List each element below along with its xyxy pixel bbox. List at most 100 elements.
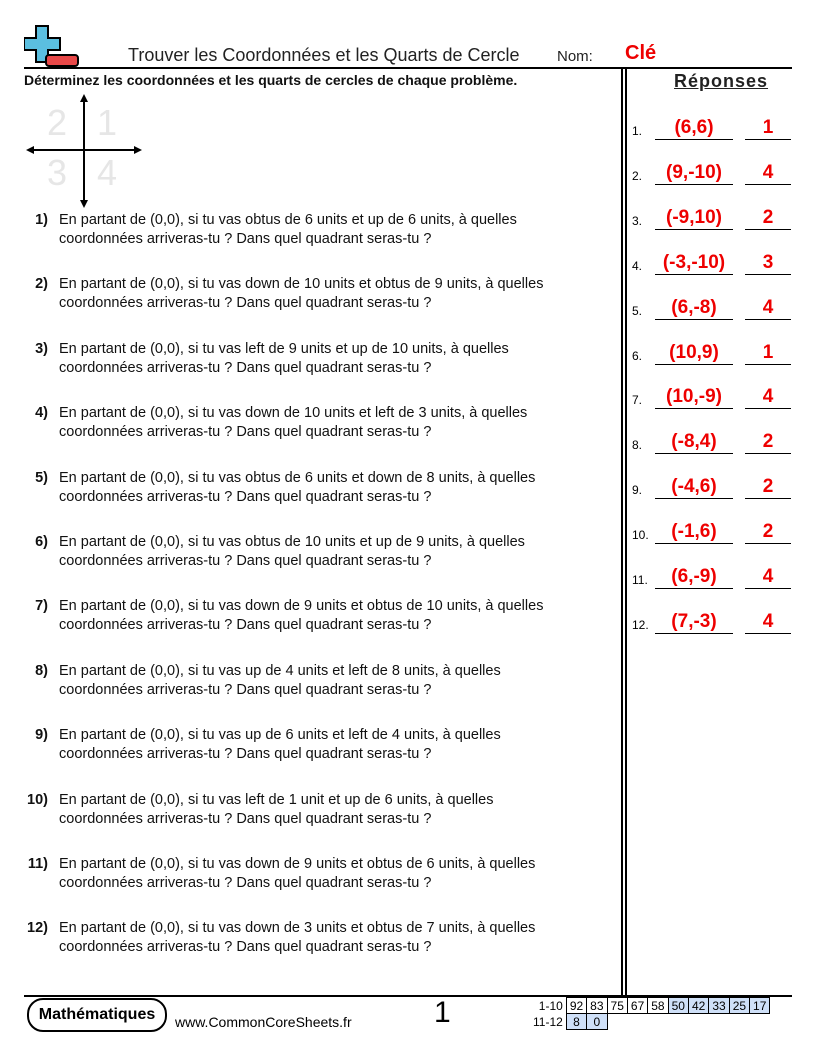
question-item: 4) En partant de (0,0), si tu vas down de… [20, 404, 600, 442]
answer-quadrant: 2 [745, 521, 791, 545]
question-line: coordonnées arriveras-tu ? Dans quel qua… [59, 295, 432, 312]
answer-row: 8. (-8,4) 2 [630, 424, 795, 455]
answer-number: 12. [632, 617, 649, 632]
name-label: Nom: [557, 48, 593, 65]
score-row-label: 1-10 [538, 998, 563, 1013]
answer-row: 5. (6,-8) 4 [630, 290, 795, 320]
logo-icon [24, 25, 79, 67]
answer-number: 2. [632, 168, 643, 183]
brand-badge: Mathématiques [27, 998, 167, 1032]
score-cell: 92 [565, 997, 588, 1014]
question-line: En partant de (0,0), si tu vas left de 1… [59, 791, 494, 808]
question-line: coordonnées arriveras-tu ? Dans quel qua… [59, 359, 432, 376]
answer-quadrant: 1 [745, 117, 791, 140]
answer-coordinate: (-8,4) [655, 431, 733, 455]
answer-quadrant: 2 [745, 207, 791, 230]
answer-coordinate: (-4,6) [655, 476, 733, 500]
question-number: 12) [27, 920, 48, 937]
answer-number: 9. [632, 483, 643, 498]
answer-coordinate: (10,9) [655, 342, 733, 365]
answer-row: 11. (6,-9) 4 [630, 559, 795, 589]
answer-number: 8. [632, 438, 643, 453]
question-number: 2) [35, 276, 48, 293]
answer-number: 6. [632, 348, 643, 363]
question-text: En partant de (0,0), si tu vas left de 9… [59, 340, 600, 378]
answer-coordinate: (6,6) [655, 117, 733, 140]
header-divider [24, 67, 792, 69]
question-text: En partant de (0,0), si tu vas down de 1… [59, 275, 600, 313]
score-row-label: 11-12 [533, 1014, 563, 1029]
question-item: 9) En partant de (0,0), si tu vas up de 6… [20, 726, 600, 764]
answer-row: 6. (10,9) 1 [630, 335, 795, 365]
question-line: En partant de (0,0), si tu vas down de 9… [59, 598, 544, 615]
page-number: 1 [434, 996, 451, 1029]
question-text: En partant de (0,0), si tu vas down de 9… [59, 855, 600, 893]
column-divider [625, 69, 627, 995]
answer-number: 3. [632, 213, 643, 228]
question-line: En partant de (0,0), si tu vas up de 4 u… [59, 662, 501, 679]
score-row: 1-10 92 83 75 67 58 50 42 33 25 17 [530, 997, 771, 1014]
question-item: 6) En partant de (0,0), si tu vas obtus d… [20, 533, 600, 571]
score-cell: 42 [687, 997, 710, 1014]
question-item: 5) En partant de (0,0), si tu vas obtus d… [20, 469, 600, 507]
answers-title: Réponses [674, 71, 769, 91]
axes-diagram [26, 94, 142, 208]
question-text: En partant de (0,0), si tu vas down de 3… [59, 919, 600, 957]
answer-coordinate: (-1,6) [655, 521, 733, 545]
answer-coordinate: (7,-3) [655, 611, 733, 634]
question-text: En partant de (0,0), si tu vas down de 9… [59, 597, 600, 635]
answer-row: 2. (9,-10) 4 [630, 155, 795, 185]
question-item: 12) En partant de (0,0), si tu vas down d… [20, 919, 600, 957]
answer-number: 7. [632, 393, 643, 408]
question-line: coordonnées arriveras-tu ? Dans quel qua… [59, 681, 432, 698]
score-table: 1-10 92 83 75 67 58 50 42 33 25 17 11-12 8 0 [530, 997, 771, 1030]
answer-coordinate: (-3,-10) [655, 252, 733, 275]
answer-quadrant: 2 [745, 476, 791, 500]
question-line: coordonnées arriveras-tu ? Dans quel qua… [59, 875, 432, 891]
question-text: En partant de (0,0), si tu vas up de 6 u… [59, 726, 600, 764]
question-text: En partant de (0,0), si tu vas left de 1… [59, 791, 600, 829]
question-line: En partant de (0,0), si tu vas down de 1… [59, 276, 544, 293]
answer-row: 9. (-4,6) 2 [630, 469, 795, 500]
question-line: coordonnées arriveras-tu ? Dans quel qua… [59, 939, 432, 956]
score-cell: 75 [606, 997, 628, 1014]
answer-coordinate: (6,-8) [655, 297, 733, 320]
answer-row: 10. (-1,6) 2 [630, 514, 795, 545]
question-number: 9) [35, 727, 48, 744]
quadrant-label-3: 3 [47, 152, 68, 193]
question-number: 5) [35, 469, 48, 486]
answer-quadrant: 4 [745, 566, 791, 589]
question-item: 3) En partant de (0,0), si tu vas left de… [20, 340, 600, 378]
question-number: 8) [35, 662, 48, 679]
question-line: coordonnées arriveras-tu ? Dans quel qua… [59, 617, 432, 634]
answer-number: 5. [632, 303, 643, 318]
question-line: coordonnées arriveras-tu ? Dans quel qua… [59, 810, 432, 827]
question-line: coordonnées arriveras-tu ? Dans quel qua… [59, 746, 432, 763]
quadrant-label-2: 2 [47, 102, 68, 143]
answer-quadrant: 4 [745, 162, 791, 185]
answer-row: 1. (6,6) 1 [630, 110, 795, 140]
question-item: 1) En partant de (0,0), si tu vas obtus d… [20, 211, 600, 249]
column-divider [621, 69, 623, 995]
answer-coordinate: (6,-9) [655, 566, 733, 589]
question-text: En partant de (0,0), si tu vas up de 4 u… [59, 662, 600, 700]
quadrant-label-4: 4 [97, 152, 118, 193]
answer-coordinate: (-9,10) [655, 207, 733, 230]
answer-row: 4. (-3,-10) 3 [630, 245, 795, 275]
question-item: 2) En partant de (0,0), si tu vas down de… [20, 275, 600, 313]
footer-divider [24, 995, 792, 997]
question-number: 6) [35, 534, 48, 550]
question-number: 3) [35, 340, 48, 357]
answer-quadrant: 4 [745, 611, 791, 634]
quadrant-label-1: 1 [97, 102, 118, 143]
question-item: 10) En partant de (0,0), si tu vas left d… [20, 791, 600, 829]
question-line: En partant de (0,0), si tu vas down de 3… [59, 920, 536, 937]
score-cell: 67 [626, 997, 649, 1014]
question-text: En partant de (0,0), si tu vas obtus de … [59, 211, 600, 249]
answer-number: 10. [632, 528, 649, 543]
question-number: 7) [35, 598, 48, 615]
score-cell: 58 [647, 997, 669, 1014]
answer-number: 1. [632, 124, 643, 138]
answer-row: 7. (10,-9) 4 [630, 379, 795, 410]
